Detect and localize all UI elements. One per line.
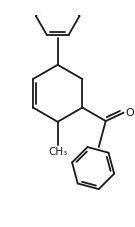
Text: CH₃: CH₃ xyxy=(48,146,67,156)
Text: O: O xyxy=(126,108,134,118)
